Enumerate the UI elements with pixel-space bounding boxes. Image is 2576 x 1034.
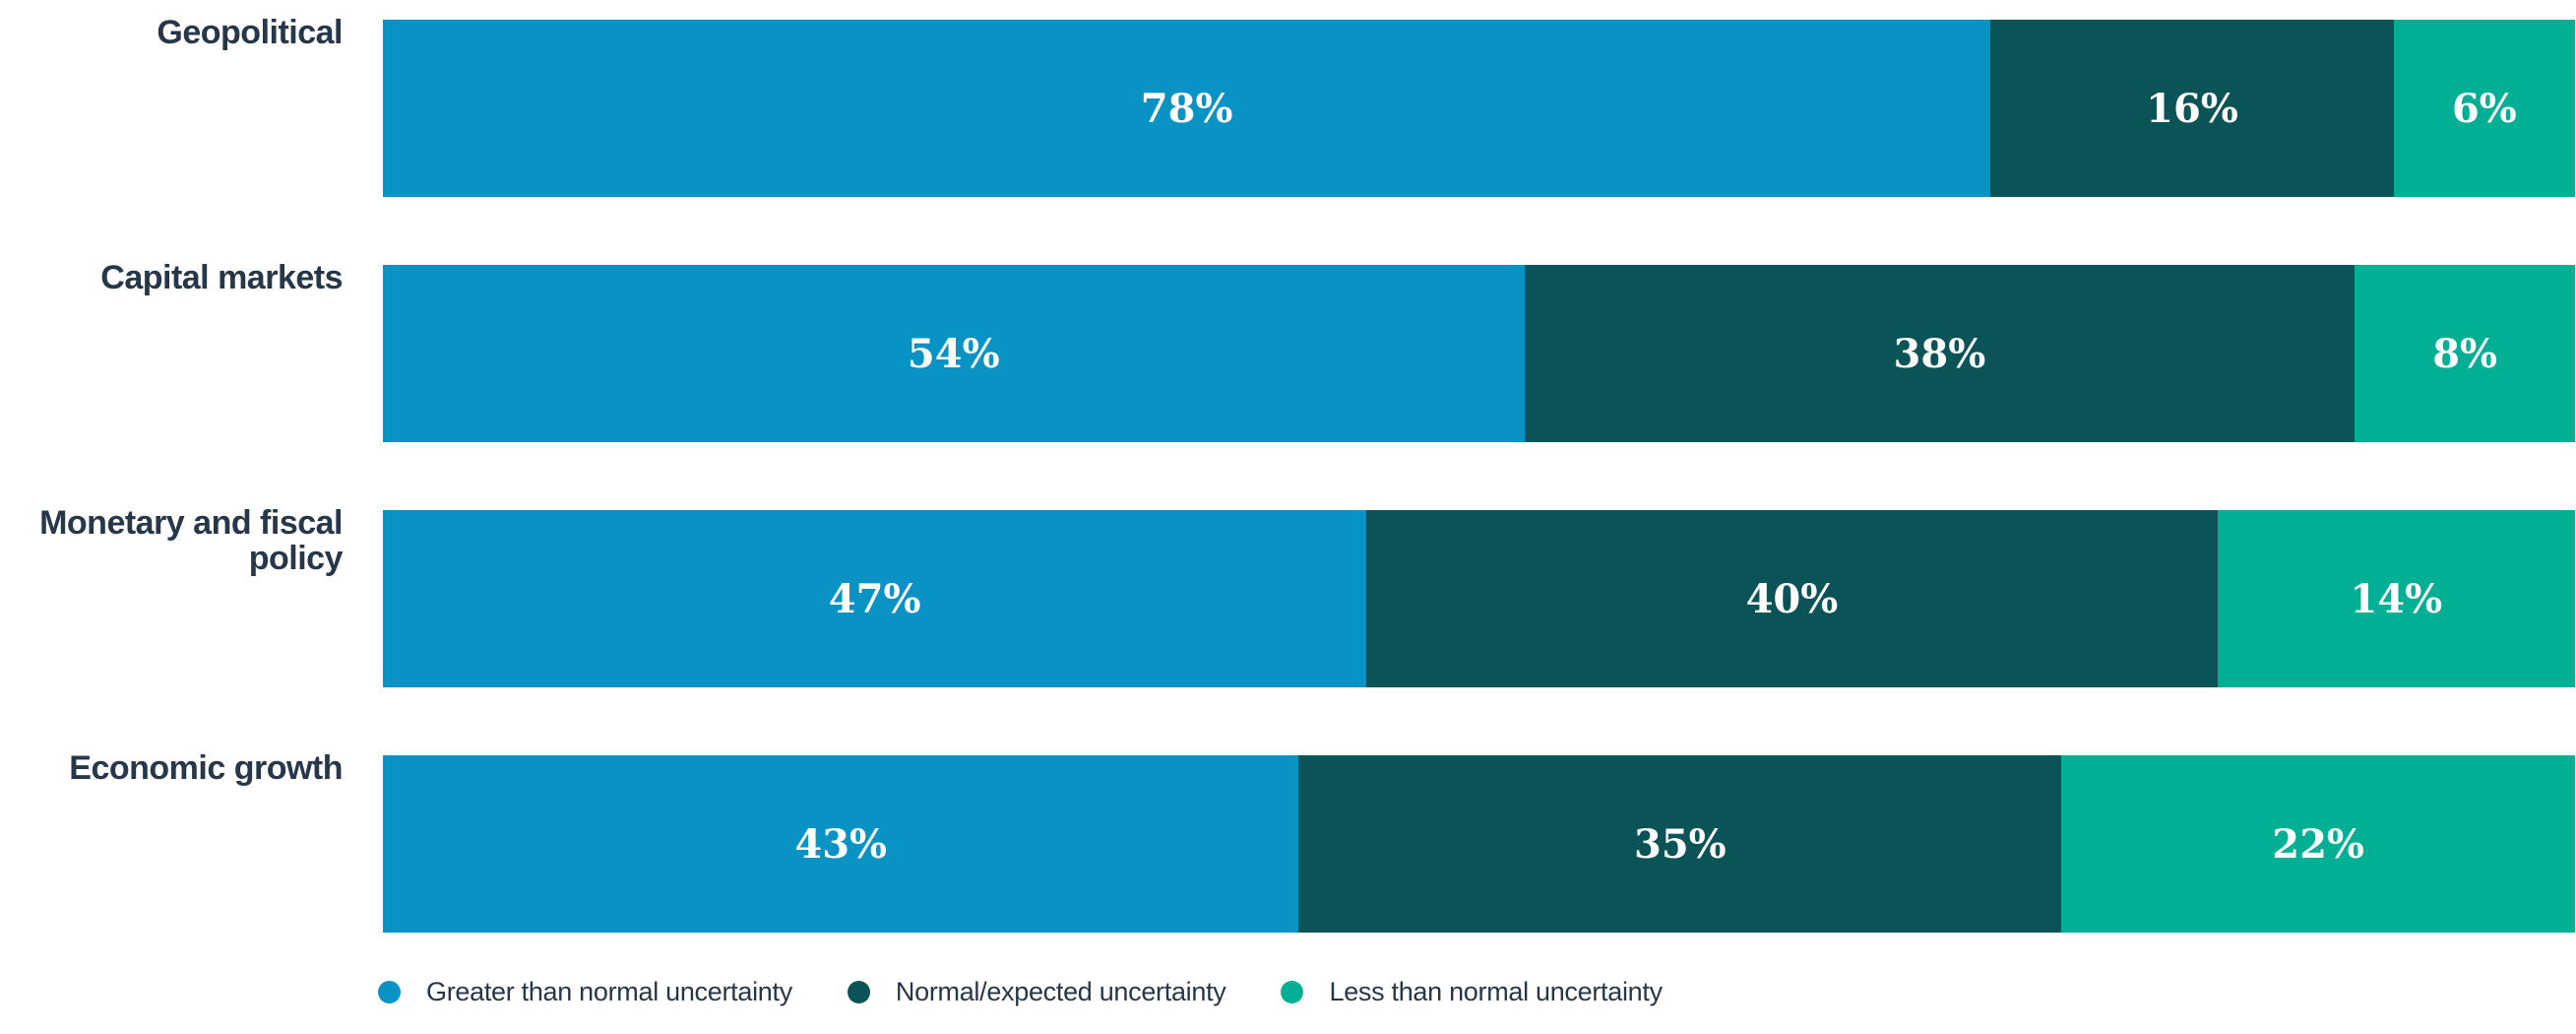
bar-segment-value: 78%: [1140, 85, 1233, 132]
bar-segment-value: 35%: [1633, 820, 1727, 868]
stacked-bar: 47% 40% 14%: [383, 510, 2575, 687]
bar-segment: 6%: [2393, 20, 2575, 197]
legend-item-label: Less than normal uncertainty: [1329, 977, 1663, 1006]
bar-segment-value: 43%: [794, 820, 888, 868]
legend-dot-icon: [378, 981, 401, 1003]
legend-item: Greater than normal uncertainty: [378, 977, 792, 1007]
bar-segment: 47%: [383, 510, 1367, 687]
bar-segment: 35%: [1298, 755, 2062, 933]
bar-row: Capital markets 54% 38% 8%: [0, 260, 2575, 442]
bar-segment: 78%: [383, 20, 1991, 197]
stacked-bar: 78% 16% 6%: [383, 20, 2575, 197]
bar-segment: 8%: [2355, 265, 2575, 442]
bar-segment: 54%: [383, 265, 1525, 442]
legend-item-label: Greater than normal uncertainty: [426, 977, 792, 1006]
bar-row: Monetary and fiscal policy 47% 40% 14%: [0, 505, 2575, 687]
bar-segment-value: 38%: [1893, 330, 1986, 377]
legend-item: Normal/expected uncertainty: [847, 977, 1226, 1007]
category-label: Monetary and fiscal policy: [39, 504, 343, 577]
category-label: Geopolitical: [157, 14, 343, 51]
bar-segment: 38%: [1524, 265, 2356, 442]
legend-item-label: Normal/expected uncertainty: [895, 977, 1226, 1006]
legend-dot-icon: [847, 981, 870, 1003]
chart-plot-area: Geopolitical 78% 16% 6% Capital markets 54% 38…: [0, 15, 2575, 933]
stacked-bar: 54% 38% 8%: [383, 265, 2575, 442]
bar-segment-value: 40%: [1745, 575, 1839, 622]
bar-segment: 16%: [1990, 20, 2394, 197]
bar-segment-value: 14%: [2350, 575, 2443, 622]
legend-dot-icon: [1281, 981, 1304, 1003]
legend: Greater than normal uncertainty Normal/ex…: [378, 977, 1663, 1007]
bar-segment-value: 6%: [2451, 85, 2517, 132]
bar-segment-value: 22%: [2272, 820, 2364, 868]
bar-segment-value: 47%: [828, 575, 921, 622]
category-label: Capital markets: [100, 259, 343, 296]
category-label: Economic growth: [69, 749, 343, 787]
bar-row: Economic growth 43% 35% 22%: [0, 750, 2575, 933]
bar-segment-value: 54%: [907, 330, 1000, 377]
stacked-bar: 43% 35% 22%: [383, 755, 2575, 933]
bar-segment: 22%: [2061, 755, 2575, 933]
bar-segment-value: 8%: [2432, 330, 2498, 377]
bar-row: Geopolitical 78% 16% 6%: [0, 15, 2575, 197]
bar-segment: 14%: [2217, 510, 2575, 687]
bar-segment: 43%: [383, 755, 1299, 933]
bar-segment-value: 16%: [2146, 85, 2238, 132]
legend-item: Less than normal uncertainty: [1281, 977, 1663, 1007]
bar-segment: 40%: [1366, 510, 2218, 687]
